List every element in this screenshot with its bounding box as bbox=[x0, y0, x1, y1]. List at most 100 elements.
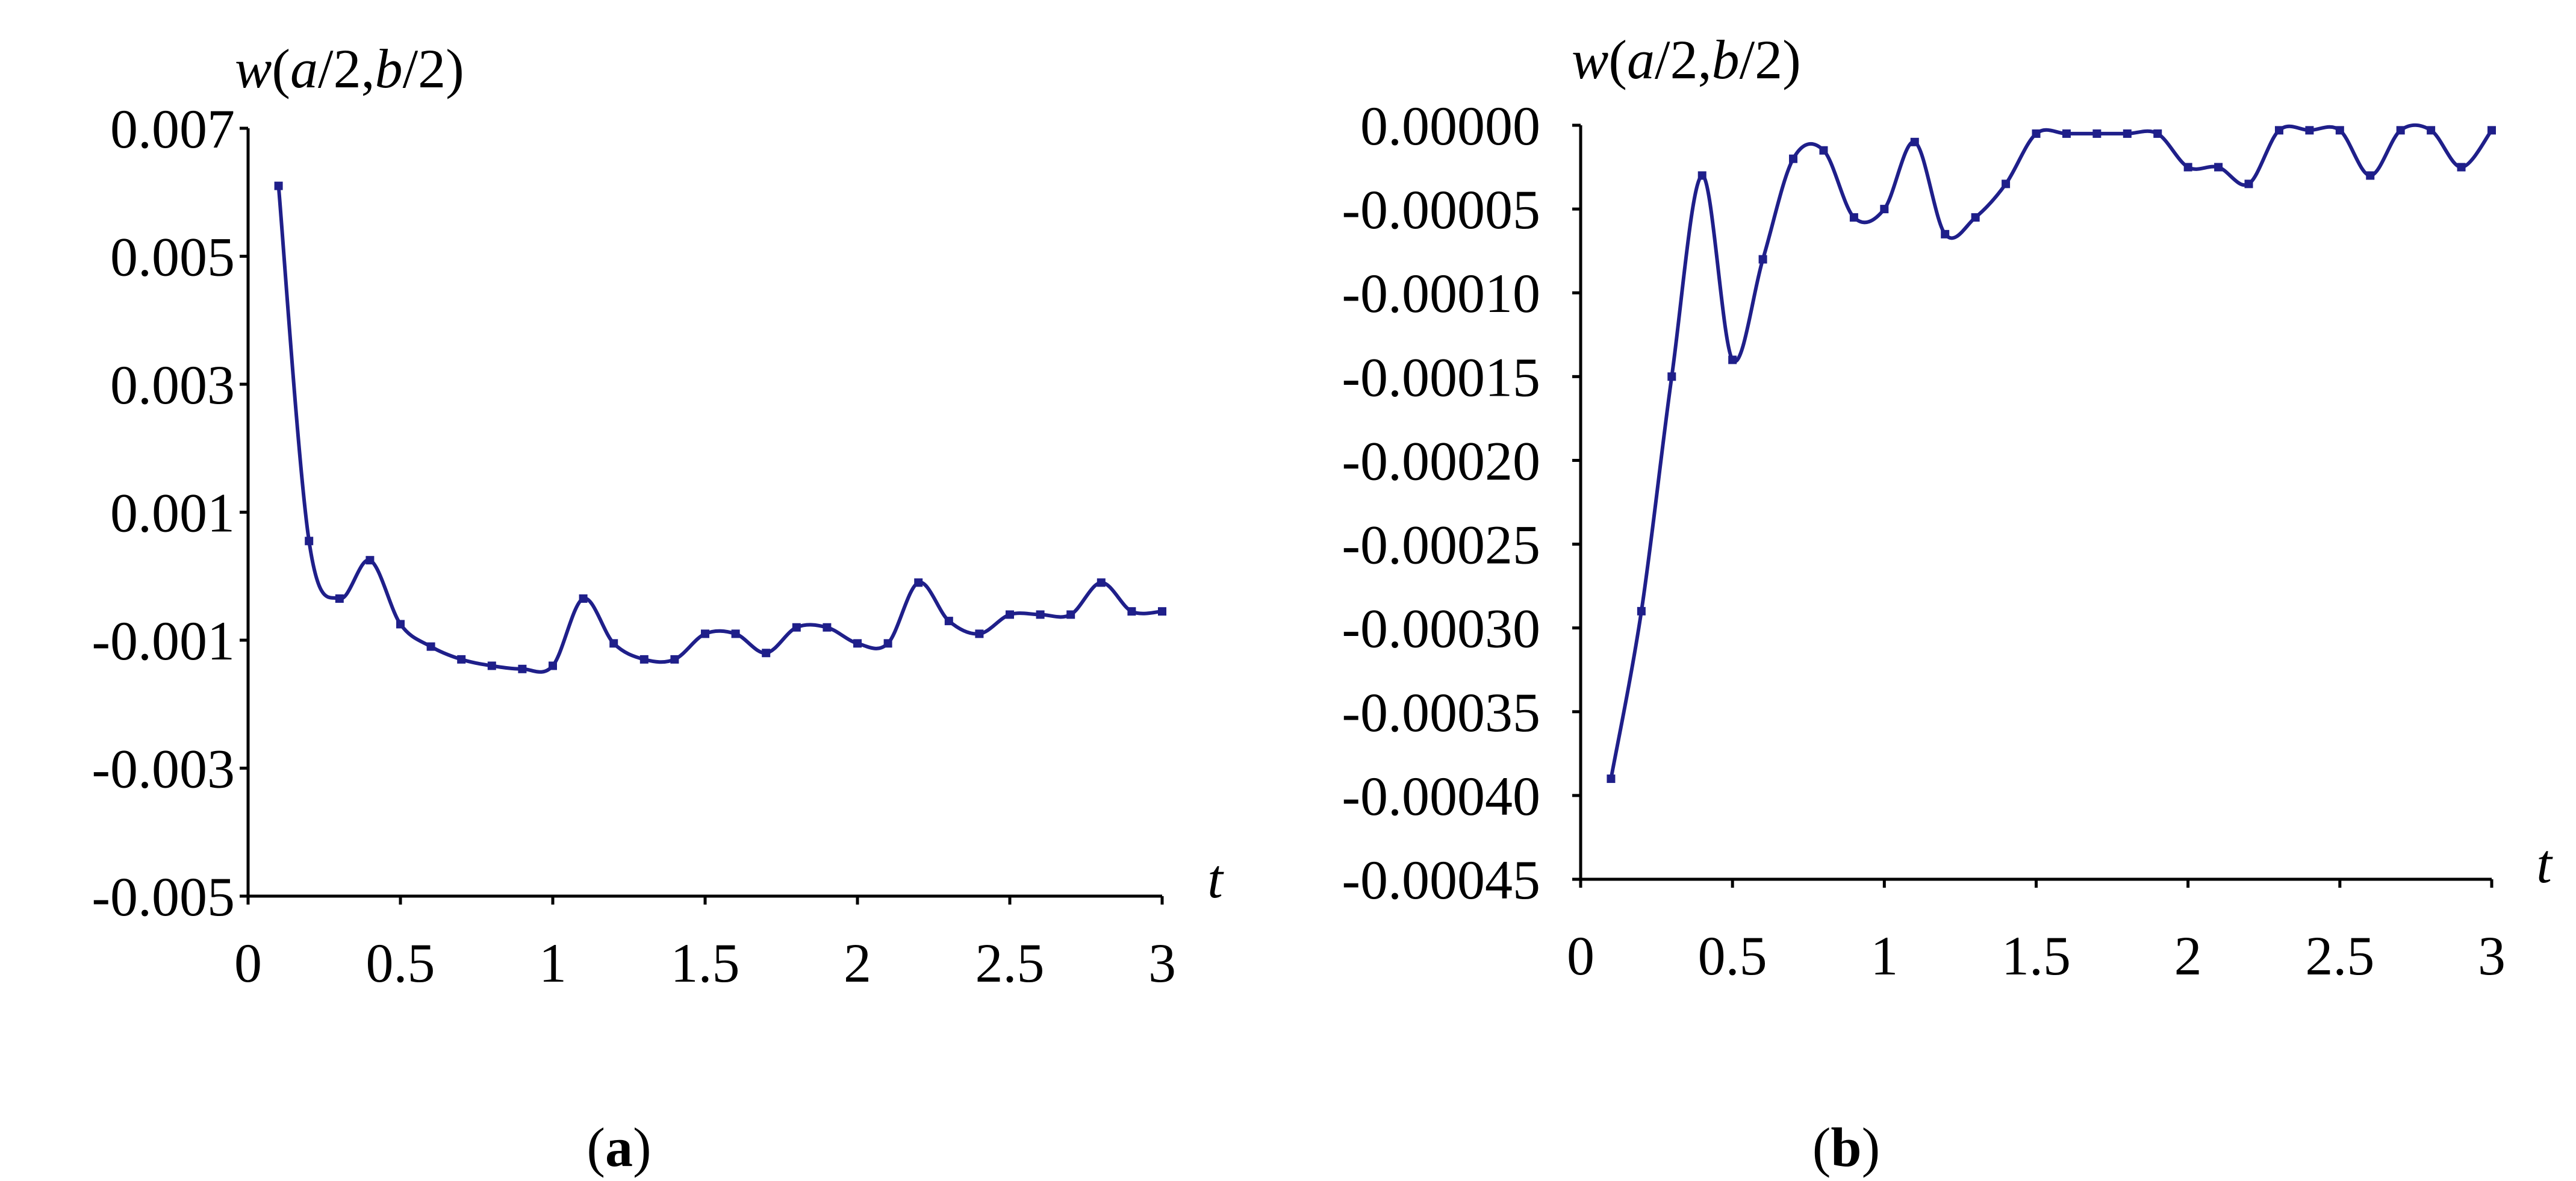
y-tick-label: 0.00000 bbox=[1360, 95, 1540, 157]
data-point bbox=[2274, 126, 2283, 135]
data-point bbox=[2032, 129, 2041, 138]
x-axis-label: t bbox=[1207, 848, 1224, 909]
data-point bbox=[2427, 126, 2436, 135]
data-point bbox=[639, 655, 649, 664]
data-point bbox=[2305, 126, 2314, 135]
data-point bbox=[1758, 255, 1767, 264]
x-tick-label: 0 bbox=[234, 932, 262, 994]
data-point bbox=[2335, 126, 2344, 135]
data-point bbox=[1880, 205, 1889, 214]
y-tick-label: -0.00005 bbox=[1342, 179, 1540, 240]
x-tick-label: 2 bbox=[844, 932, 871, 994]
y-tick-label: -0.00035 bbox=[1342, 682, 1540, 743]
y-tick-label: -0.00045 bbox=[1342, 849, 1540, 911]
data-point bbox=[2153, 129, 2162, 138]
y-tick-label: -0.00040 bbox=[1342, 765, 1540, 827]
data-point bbox=[1910, 137, 1919, 146]
y-axis-label: w(a/2,b/2) bbox=[1572, 29, 1801, 90]
x-tick-label: 3 bbox=[2478, 925, 2506, 986]
series-line bbox=[1609, 123, 2494, 779]
data-point bbox=[2396, 126, 2405, 135]
data-point bbox=[609, 639, 618, 648]
x-tick-label: 1.5 bbox=[2002, 925, 2071, 986]
x-tick-label: 2 bbox=[2174, 925, 2202, 986]
y-tick-label: -0.00010 bbox=[1342, 263, 1540, 324]
y-tick-label: 0.005 bbox=[110, 226, 235, 288]
data-point bbox=[2214, 163, 2223, 172]
y-tick-label: -0.001 bbox=[92, 610, 235, 672]
data-point bbox=[731, 629, 740, 638]
x-tick-label: 1 bbox=[1870, 925, 1898, 986]
data-point bbox=[670, 655, 679, 664]
data-point bbox=[1006, 610, 1014, 619]
x-tick-label: 1 bbox=[539, 932, 567, 994]
x-tick-label: 1.5 bbox=[671, 932, 740, 994]
x-tick-label: 0.5 bbox=[366, 932, 435, 994]
x-tick-label: 2.5 bbox=[975, 932, 1045, 994]
data-point bbox=[701, 629, 709, 638]
data-point bbox=[1941, 229, 1950, 238]
data-point bbox=[1849, 213, 1858, 222]
y-tick-label: -0.00025 bbox=[1342, 514, 1540, 576]
y-tick-label: -0.00020 bbox=[1342, 430, 1540, 491]
data-point bbox=[2487, 126, 2496, 135]
panel-label-a: (a) bbox=[586, 1117, 651, 1178]
data-point bbox=[305, 537, 314, 546]
x-axis-label: t bbox=[2536, 833, 2553, 894]
data-point bbox=[975, 629, 984, 638]
x-tick-label: 0 bbox=[1567, 925, 1594, 986]
chart-panel-b: 0.00000 -0.00005 -0.00010 -0.00015 -0.00020 -… bbox=[1342, 29, 2553, 986]
data-point bbox=[1697, 171, 1706, 180]
data-point bbox=[2183, 163, 2192, 172]
x-tick-label: 2.5 bbox=[2305, 925, 2374, 986]
data-point bbox=[1971, 213, 1980, 222]
data-point bbox=[2092, 129, 2102, 138]
data-point bbox=[487, 661, 496, 670]
data-point bbox=[944, 617, 953, 626]
data-point bbox=[1066, 610, 1075, 619]
y-axis-label: w(a/2,b/2) bbox=[235, 38, 464, 99]
data-point bbox=[457, 655, 466, 664]
series-line bbox=[276, 185, 1163, 674]
data-point bbox=[366, 556, 375, 565]
y-tick-label: 0.001 bbox=[110, 482, 235, 544]
data-point bbox=[762, 649, 771, 658]
data-point bbox=[1607, 774, 1616, 784]
data-point bbox=[579, 594, 588, 603]
data-point bbox=[274, 181, 283, 190]
data-point bbox=[2366, 171, 2375, 180]
y-tick-label: 0.007 bbox=[110, 98, 235, 160]
data-point bbox=[1728, 355, 1737, 364]
data-point bbox=[1158, 607, 1166, 616]
data-point bbox=[1637, 606, 1646, 615]
y-tick-label: 0.003 bbox=[110, 354, 235, 416]
data-point bbox=[2123, 129, 2132, 138]
data-point bbox=[2002, 179, 2011, 189]
data-point bbox=[823, 623, 832, 632]
data-point bbox=[335, 594, 344, 603]
data-point bbox=[883, 639, 892, 648]
panel-label-b: (b) bbox=[1812, 1117, 1880, 1178]
data-point bbox=[518, 664, 527, 673]
data-point bbox=[792, 623, 801, 632]
data-point bbox=[2457, 163, 2466, 172]
y-tick-label: -0.005 bbox=[92, 866, 235, 927]
data-point bbox=[1097, 578, 1106, 587]
y-tick-label: -0.003 bbox=[92, 738, 235, 800]
data-point bbox=[1789, 154, 1798, 163]
data-point bbox=[1036, 610, 1045, 619]
x-tick-label: 0.5 bbox=[1698, 925, 1767, 986]
data-point bbox=[426, 642, 435, 651]
data-point bbox=[2062, 129, 2071, 138]
data-point bbox=[549, 661, 557, 670]
x-tick-label: 3 bbox=[1148, 932, 1176, 994]
data-point bbox=[1819, 146, 1828, 155]
data-point bbox=[396, 620, 405, 629]
data-point bbox=[1127, 607, 1136, 616]
data-point bbox=[914, 578, 923, 587]
y-tick-label: -0.00015 bbox=[1342, 346, 1540, 408]
data-point bbox=[853, 639, 862, 648]
data-point bbox=[1667, 372, 1676, 381]
